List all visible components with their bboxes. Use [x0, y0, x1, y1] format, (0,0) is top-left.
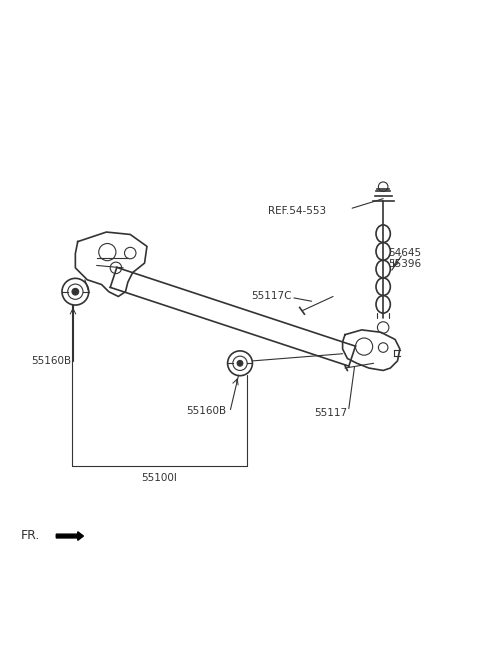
- Text: 55160B: 55160B: [31, 356, 72, 366]
- Text: REF.54-553: REF.54-553: [268, 206, 326, 215]
- Text: 55100I: 55100I: [141, 473, 177, 483]
- Text: FR.: FR.: [20, 529, 40, 542]
- Text: 55117C: 55117C: [251, 291, 291, 301]
- FancyArrow shape: [56, 532, 84, 540]
- Text: 54645
55396: 54645 55396: [388, 248, 421, 269]
- Text: 55117: 55117: [314, 409, 347, 419]
- Circle shape: [72, 288, 79, 295]
- Circle shape: [237, 360, 243, 366]
- Text: 55160B: 55160B: [187, 406, 227, 416]
